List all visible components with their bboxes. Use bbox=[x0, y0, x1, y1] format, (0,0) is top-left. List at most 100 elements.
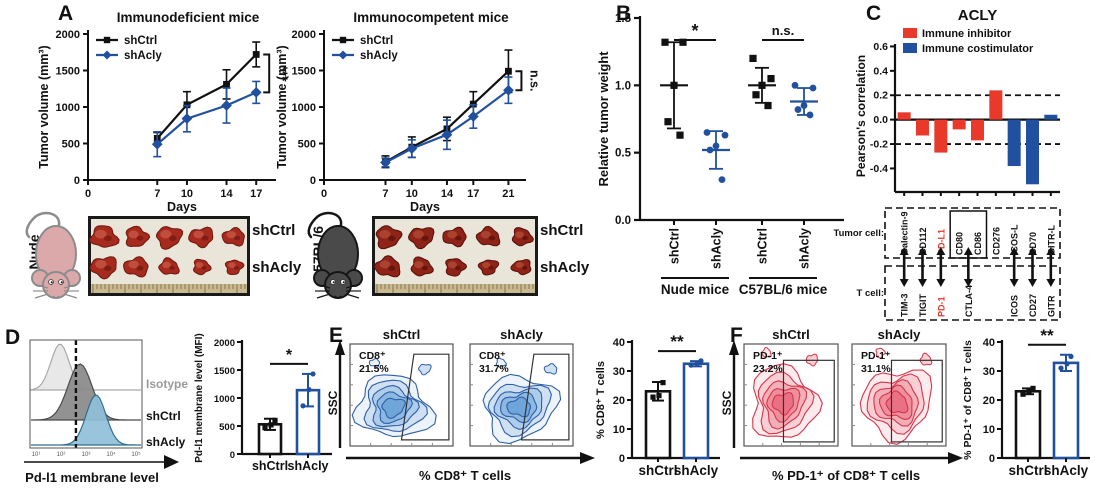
svg-text:shAcly: shAcly bbox=[124, 50, 162, 62]
svg-text:SSC: SSC bbox=[326, 390, 340, 415]
line-chart-immunodeficient: Immunodeficient mice Tumor volume (mm³) 0 5… bbox=[37, 10, 291, 214]
svg-text:Tumor volume (mm³): Tumor volume (mm³) bbox=[275, 45, 289, 168]
svg-text:PD-1⁺: PD-1⁺ bbox=[753, 350, 783, 362]
line-chart-immunocompetent: Immunocompetent mice Tumor volume (mm³) 0 5… bbox=[275, 10, 541, 214]
flow-contour-pd1: SSC % PD-1⁺ of CD8⁺ T cells shCtrl PD-1⁺23.… bbox=[720, 327, 963, 483]
svg-text:shCtrl: shCtrl bbox=[146, 409, 181, 423]
svg-text:shCtrl: shCtrl bbox=[360, 35, 393, 47]
svg-text:1000: 1000 bbox=[292, 102, 316, 114]
svg-text:Immune inhibitor: Immune inhibitor bbox=[922, 28, 1012, 40]
svg-text:10⁴: 10⁴ bbox=[106, 451, 116, 458]
svg-text:2000: 2000 bbox=[56, 29, 80, 41]
scatter-tumor-weight: Relative tumor weight 0.0 0.5 1.0 1.5 shCtrl s… bbox=[596, 13, 844, 297]
svg-text:21.5%: 21.5% bbox=[359, 363, 389, 375]
svg-text:-0.2: -0.2 bbox=[870, 139, 888, 151]
svg-text:CD86: CD86 bbox=[973, 232, 983, 255]
svg-text:0.6: 0.6 bbox=[873, 41, 888, 53]
svg-text:17: 17 bbox=[250, 188, 262, 200]
svg-text:n.s.: n.s. bbox=[772, 23, 794, 38]
svg-text:Tumor volume (mm³): Tumor volume (mm³) bbox=[37, 45, 51, 168]
svg-text:% PD-1⁺ of CD8⁺ T cells: % PD-1⁺ of CD8⁺ T cells bbox=[772, 468, 920, 483]
photo2-row-label-shacly: shAcly bbox=[540, 259, 590, 276]
svg-text:Galectin-9: Galectin-9 bbox=[900, 211, 910, 255]
svg-text:PD-1: PD-1 bbox=[936, 296, 946, 317]
svg-text:CTLA-4: CTLA-4 bbox=[964, 285, 974, 317]
svg-text:7: 7 bbox=[382, 188, 388, 200]
svg-text:1500: 1500 bbox=[56, 66, 80, 78]
svg-text:0.2: 0.2 bbox=[873, 90, 888, 102]
svg-text:PD-L1: PD-L1 bbox=[936, 229, 946, 255]
svg-text:CD27: CD27 bbox=[1028, 294, 1038, 317]
bar-chart-pdl1-mfi: 0 500 1000 1500 2000 Pd-l1 membrane level (MF… bbox=[194, 333, 332, 473]
svg-text:CD276: CD276 bbox=[991, 227, 1001, 255]
svg-text:shAcly: shAcly bbox=[710, 228, 724, 269]
photo1-row-label-shacly: shAcly bbox=[252, 259, 302, 276]
svg-text:1500: 1500 bbox=[214, 366, 235, 377]
svg-text:0: 0 bbox=[230, 450, 235, 461]
svg-text:-0.4: -0.4 bbox=[870, 163, 888, 175]
svg-text:0: 0 bbox=[74, 175, 80, 187]
svg-text:shCtrl: shCtrl bbox=[252, 459, 288, 473]
svg-text:% PD-1⁺ of CD8⁺ T cells: % PD-1⁺ of CD8⁺ T cells bbox=[962, 340, 974, 460]
svg-text:10²: 10² bbox=[57, 452, 66, 458]
svg-text:30: 30 bbox=[983, 366, 995, 378]
svg-text:14: 14 bbox=[220, 188, 233, 200]
svg-text:500: 500 bbox=[62, 139, 80, 151]
svg-text:10: 10 bbox=[613, 424, 625, 436]
photo1-row-label-shctrl: shCtrl bbox=[252, 222, 296, 239]
bar-chart-pd1: 0 10 20 30 40 % PD-1⁺ of CD8⁺ T cells shCtrlsh… bbox=[962, 326, 1090, 478]
svg-text:40: 40 bbox=[983, 337, 995, 349]
svg-text:shCtrl: shCtrl bbox=[756, 228, 770, 264]
svg-text:0: 0 bbox=[619, 453, 625, 465]
svg-text:% CD8⁺ T cells: % CD8⁺ T cells bbox=[595, 361, 607, 439]
svg-text:Immunocompetent mice: Immunocompetent mice bbox=[353, 10, 509, 25]
svg-text:0.4: 0.4 bbox=[873, 65, 888, 77]
svg-text:7: 7 bbox=[154, 188, 160, 200]
svg-text:Nude mice: Nude mice bbox=[661, 282, 730, 297]
flow-contour-cd8: SSC% CD8⁺ T cellsshCtrlCD8⁺21.5%shAclyCD… bbox=[326, 327, 595, 483]
svg-text:10: 10 bbox=[406, 188, 418, 200]
svg-text:21: 21 bbox=[502, 188, 514, 200]
svg-text:10: 10 bbox=[181, 188, 193, 200]
svg-text:31.1%: 31.1% bbox=[861, 363, 891, 375]
svg-text:10¹: 10¹ bbox=[32, 452, 41, 458]
nude-mouse-illustration bbox=[25, 211, 81, 299]
svg-text:14: 14 bbox=[441, 188, 454, 200]
svg-text:shAcly: shAcly bbox=[288, 459, 329, 473]
svg-text:shCtrl: shCtrl bbox=[668, 228, 682, 264]
svg-text:SSC: SSC bbox=[720, 390, 734, 415]
svg-text:Pd-l1 membrane level: Pd-l1 membrane level bbox=[25, 470, 159, 485]
svg-text:40: 40 bbox=[613, 337, 625, 349]
c57-mouse-illustration bbox=[307, 211, 363, 299]
svg-text:shCtrl: shCtrl bbox=[1008, 463, 1047, 478]
svg-text:1000: 1000 bbox=[56, 102, 80, 114]
svg-text:shAcly: shAcly bbox=[500, 327, 543, 342]
svg-text:T cell:: T cell: bbox=[857, 288, 884, 299]
svg-text:shAcly: shAcly bbox=[674, 463, 719, 478]
svg-text:500: 500 bbox=[298, 139, 316, 151]
svg-text:0.0: 0.0 bbox=[615, 215, 631, 227]
svg-text:31.7%: 31.7% bbox=[479, 363, 509, 375]
svg-text:23.2%: 23.2% bbox=[753, 363, 783, 375]
svg-text:shCtrl: shCtrl bbox=[772, 327, 810, 342]
panel-label-b: B bbox=[616, 2, 632, 25]
svg-text:*: * bbox=[691, 21, 698, 41]
svg-text:*: * bbox=[286, 347, 293, 364]
ligand-receptor-table: Tumor cell: T cell: Galectin-9 TIM-3 CD112 TI… bbox=[834, 207, 1061, 321]
svg-text:1.0: 1.0 bbox=[615, 80, 631, 92]
svg-text:CD70: CD70 bbox=[1028, 232, 1038, 255]
svg-text:1.5: 1.5 bbox=[615, 13, 632, 25]
svg-text:2000: 2000 bbox=[292, 29, 316, 41]
svg-text:ACLY: ACLY bbox=[958, 7, 997, 24]
svg-text:1500: 1500 bbox=[292, 66, 316, 78]
svg-text:0: 0 bbox=[310, 175, 316, 187]
svg-text:CD112: CD112 bbox=[918, 227, 928, 255]
svg-text:ICOS-L: ICOS-L bbox=[1010, 224, 1020, 255]
panel-label-c: C bbox=[866, 2, 882, 25]
panel-label-d: D bbox=[5, 326, 21, 349]
svg-text:20: 20 bbox=[613, 395, 625, 407]
svg-text:Days: Days bbox=[167, 200, 197, 214]
svg-text:CD8⁺: CD8⁺ bbox=[359, 350, 386, 362]
svg-text:0: 0 bbox=[321, 188, 327, 200]
